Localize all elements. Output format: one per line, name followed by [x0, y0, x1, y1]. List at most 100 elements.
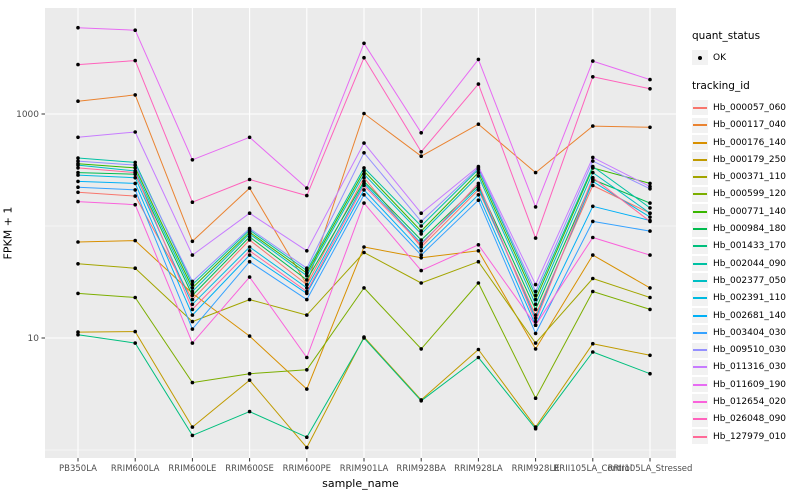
legend-item-label: Hb_002391_110	[713, 293, 787, 304]
data-point-Hb_000176_140	[305, 387, 309, 391]
data-point-Hb_012654_020	[362, 201, 366, 205]
data-point-Hb_026048_090	[591, 75, 595, 79]
legend-line-swatch-icon	[693, 158, 707, 161]
data-point-Hb_000984_180	[648, 201, 652, 205]
legend-line-swatch-icon	[693, 193, 707, 196]
x-tick-label: RRIM600LE	[168, 464, 216, 474]
data-point-Hb_011609_190	[305, 186, 309, 190]
legend-item-Hb_127979_010: Hb_127979_010	[692, 428, 798, 445]
data-point-Hb_000371_110	[190, 319, 195, 324]
data-point-Hb_000117_040	[305, 282, 309, 287]
legend-item-label: Hb_011316_030	[713, 362, 787, 373]
legend-item-label: Hb_000179_250	[713, 154, 787, 165]
legend-item-Hb_011609_190: Hb_011609_190	[692, 376, 798, 393]
legend-title-quant-status: quant_status	[692, 30, 761, 42]
data-point-Hb_002044_090	[533, 293, 538, 298]
data-point-Hb_009510_030	[419, 219, 424, 224]
data-point-Hb_127979_010	[648, 219, 652, 224]
data-point-Hb_026048_090	[648, 87, 652, 91]
data-point-Hb_012654_020	[591, 235, 595, 240]
data-point-Hb_000117_040	[133, 93, 137, 97]
legend-key-box	[692, 429, 708, 445]
data-point-Hb_000771_140	[305, 271, 309, 275]
legend-item-label: Hb_127979_010	[713, 431, 787, 442]
legend-line-swatch-icon	[693, 279, 707, 282]
data-point-Hb_026048_090	[362, 55, 366, 60]
data-point-Hb_127979_010	[591, 175, 595, 180]
data-point-Hb_012654_020	[533, 323, 538, 328]
data-point-Hb_011609_190	[247, 135, 252, 140]
legend-key-box	[692, 290, 708, 306]
legend-item-Hb_000176_140: Hb_000176_140	[692, 134, 798, 151]
data-point-Hb_011316_030	[362, 141, 366, 145]
data-point-Hb_000371_110	[419, 281, 424, 285]
data-point-Hb_002377_050	[476, 174, 481, 178]
legend-key-box	[692, 273, 708, 289]
data-point-Hb_000599_120	[76, 291, 80, 296]
data-point-Hb_000117_040	[591, 124, 595, 128]
data-point-Hb_009510_030	[190, 279, 195, 284]
data-point-Hb_000179_250	[476, 347, 481, 352]
legend-key-box	[692, 394, 708, 410]
legend-key-box	[692, 411, 708, 427]
legend-item-Hb_011316_030: Hb_011316_030	[692, 359, 798, 376]
legend-line-swatch-icon	[693, 400, 707, 403]
data-point-Hb_000176_140	[648, 286, 652, 290]
data-point-Hb_002681_140	[419, 249, 424, 253]
data-point-Hb_002377_050	[648, 211, 652, 215]
data-point-Hb_000984_180	[419, 238, 424, 242]
data-point-Hb_002391_110	[648, 215, 652, 219]
data-point-Hb_000057_060	[133, 194, 137, 198]
data-point-Hb_002391_110	[305, 286, 309, 290]
data-point-Hb_009510_030	[247, 226, 252, 231]
legend-item-Hb_000771_140: Hb_000771_140	[692, 203, 798, 220]
data-point-Hb_001433_170	[133, 341, 137, 345]
legend-item-Hb_002391_110: Hb_002391_110	[692, 290, 798, 307]
y-tick-label: 10	[28, 334, 40, 344]
data-point-Hb_001433_170	[305, 435, 309, 440]
data-point-Hb_002681_140	[247, 253, 252, 257]
legend-key-box	[692, 186, 708, 202]
data-point-Hb_000176_140	[362, 245, 366, 249]
legend-item-quant-ok: OK	[692, 49, 798, 66]
legend-item-Hb_009510_030: Hb_009510_030	[692, 341, 798, 358]
legend-key-box	[692, 50, 708, 66]
data-point-Hb_000179_250	[591, 341, 595, 346]
legend-line-swatch-icon	[693, 124, 707, 127]
data-point-Hb_000599_120	[247, 371, 252, 376]
data-point-Hb_012654_020	[419, 268, 424, 273]
data-point-Hb_000984_180	[533, 307, 538, 312]
legend-item-label: OK	[713, 52, 726, 63]
data-point-Hb_003404_030	[648, 229, 652, 233]
legend-item-Hb_000057_060: Hb_000057_060	[692, 99, 798, 116]
x-axis-title: sample_name	[322, 477, 399, 490]
data-point-Hb_011316_030	[133, 130, 137, 134]
data-point-Hb_000176_140	[76, 240, 80, 244]
legend-line-swatch-icon	[693, 210, 707, 213]
legend-key-box	[692, 169, 708, 185]
data-point-Hb_011609_190	[533, 205, 538, 209]
data-point-Hb_011609_190	[419, 131, 424, 135]
data-point-Hb_127979_010	[533, 319, 538, 324]
data-point-Hb_000371_110	[533, 341, 538, 345]
data-point-Hb_000599_120	[362, 286, 366, 290]
data-point-Hb_000599_120	[190, 380, 195, 385]
data-point-Hb_000117_040	[190, 239, 195, 244]
data-point-Hb_000117_040	[419, 154, 424, 158]
legend-line-swatch-icon	[693, 366, 707, 369]
data-point-Hb_011609_190	[76, 25, 80, 30]
data-point-Hb_009510_030	[591, 159, 595, 163]
data-point-Hb_026048_090	[133, 58, 137, 63]
legend-line-swatch-icon	[693, 314, 707, 317]
legend-key-box	[692, 325, 708, 341]
legend-item-label: Hb_000984_180	[713, 224, 787, 235]
legend-key-box	[692, 256, 708, 272]
legend-item-label: Hb_002044_090	[713, 258, 787, 269]
data-point-Hb_002377_050	[362, 172, 366, 176]
legend-line-swatch-icon	[693, 349, 707, 352]
legend-line-swatch-icon	[693, 418, 707, 421]
data-point-Hb_002681_140	[190, 313, 195, 317]
legend-key-box	[692, 117, 708, 133]
data-point-Hb_002377_050	[591, 170, 595, 175]
data-point-Hb_000057_060	[76, 190, 80, 195]
